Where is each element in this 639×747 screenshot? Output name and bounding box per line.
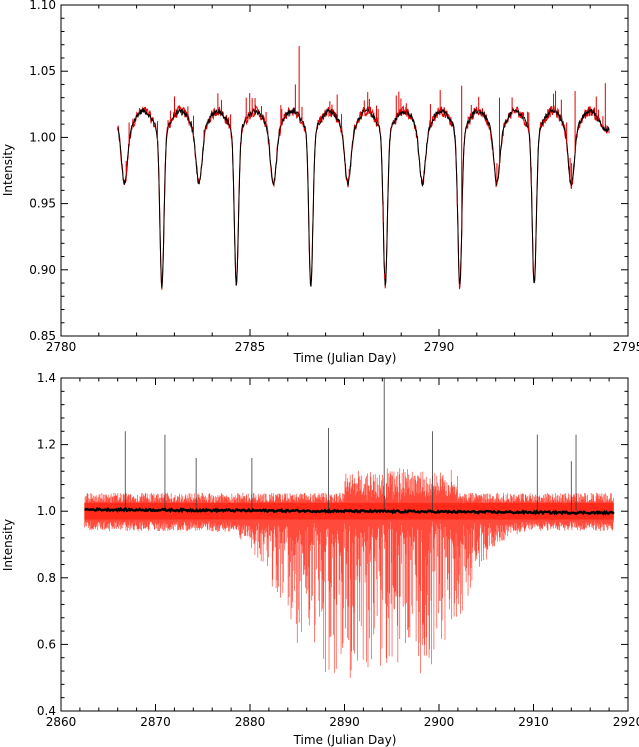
y-tick-label: 1.2 (37, 438, 56, 452)
y-tick-label: 1.05 (29, 64, 56, 78)
y-tick-label: 0.6 (37, 637, 56, 651)
y-tick-label: 0.85 (29, 329, 56, 343)
x-tick-label: 2785 (235, 340, 266, 354)
top-plot-data-marks (117, 46, 610, 290)
top-plot-axes: 2780 2785 2790 2795 0.85 0.90 0.95 1.00 1.05 1.10 (29, 0, 639, 354)
top-light-curve-panel: 2780 2785 2790 2795 0.85 0.90 0.95 1.00 1.05 1.10… (1, 0, 639, 365)
y-tick-label: 0.8 (37, 571, 56, 585)
bottom-y-axis-label: Intensity (1, 519, 15, 571)
x-tick-label: 2880 (235, 715, 266, 729)
red-data-band (84, 468, 614, 678)
black-series-line (84, 506, 615, 516)
top-y-axis-label: Intensity (1, 144, 15, 196)
x-tick-label: 2870 (140, 715, 171, 729)
x-tick-label: 2795 (613, 340, 639, 354)
black-series-line (117, 106, 610, 288)
top-x-axis-label: Time (Julian Day) (293, 351, 397, 365)
y-tick-label: 0.4 (37, 704, 56, 718)
x-tick-label: 2780 (46, 340, 77, 354)
y-tick-label: 0.90 (29, 263, 56, 277)
x-tick-label: 2900 (424, 715, 455, 729)
y-tick-label: 1.0 (37, 504, 56, 518)
x-tick-label: 2860 (46, 715, 77, 729)
x-tick-label: 2910 (518, 715, 549, 729)
x-tick-label: 2790 (424, 340, 455, 354)
top-plot-frame (60, 4, 629, 337)
bottom-x-axis-label: Time (Julian Day) (293, 733, 397, 747)
x-tick-label: 2890 (329, 715, 360, 729)
y-tick-label: 1.10 (29, 0, 56, 12)
y-tick-label: 1.4 (37, 371, 56, 385)
bottom-plot-data-marks (84, 378, 615, 678)
y-tick-label: 1.00 (29, 130, 56, 144)
y-tick-label: 0.95 (29, 197, 56, 211)
